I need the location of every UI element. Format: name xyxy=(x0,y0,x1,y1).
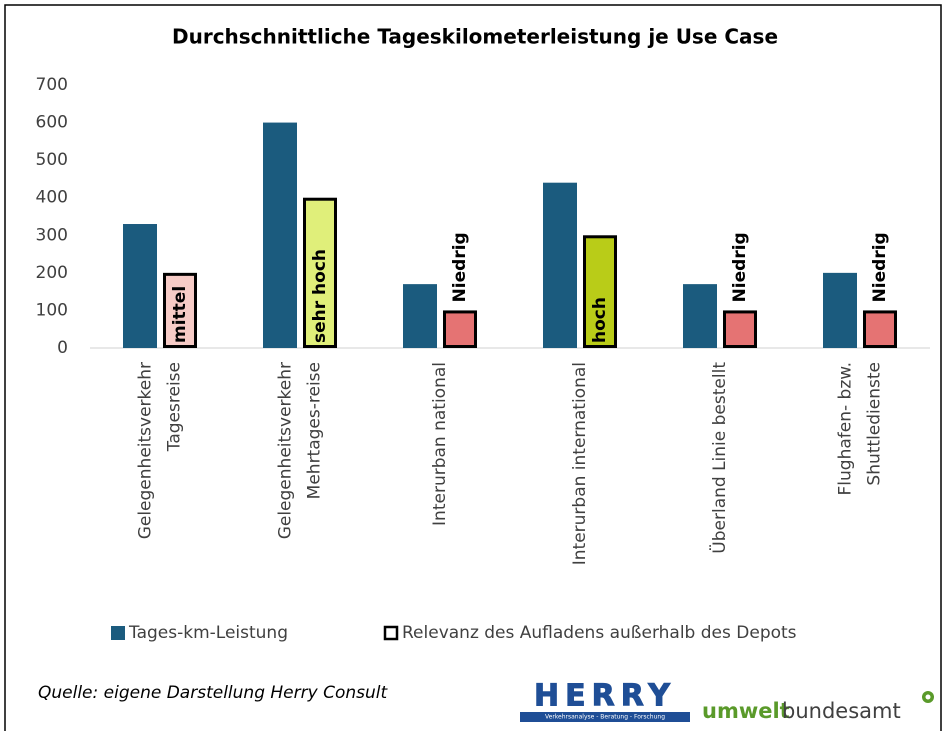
uba-regular: bundesamt xyxy=(782,699,901,723)
relevance-label: Niedrig xyxy=(870,232,890,302)
herry-logo: HERRY Verkehrsanalyse - Beratung - Forsc… xyxy=(520,678,690,722)
uba-bold: umwelt xyxy=(702,699,790,723)
chart-title: Durchschnittliche Tageskilometerleistung… xyxy=(172,25,778,49)
x-tick-label: Interurban national xyxy=(430,362,450,526)
bar xyxy=(263,122,297,348)
y-tick-label: 100 xyxy=(36,300,68,320)
herry-text: HERRY xyxy=(534,679,676,714)
relevance-label: hoch xyxy=(590,297,610,343)
legend-swatch xyxy=(111,626,125,640)
y-tick-label: 700 xyxy=(36,75,68,95)
relevance-label: Niedrig xyxy=(450,232,470,302)
x-tick-label: Tagesreise xyxy=(165,362,185,452)
y-tick-label: 0 xyxy=(57,338,68,358)
bar xyxy=(543,182,577,348)
x-tick-label: Flughafen- bzw. xyxy=(836,362,856,495)
relevance-bar xyxy=(583,235,617,349)
x-tick-label: Gelegenheitsverkehr xyxy=(136,362,156,539)
relevance-bar xyxy=(863,310,897,348)
legend-label: Tages-km-Leistung xyxy=(128,623,288,643)
bar xyxy=(123,224,157,348)
relevance-label: mittel xyxy=(170,286,190,343)
bar xyxy=(403,284,437,348)
y-tick-label: 400 xyxy=(36,188,68,208)
herry-tagline: Verkehrsanalyse - Beratung - Forschung xyxy=(545,714,665,721)
frame xyxy=(4,4,942,731)
legend-swatch xyxy=(383,625,399,641)
uba-logo: umwelt bundesamt xyxy=(702,691,934,723)
uba-icon-inner xyxy=(925,694,931,700)
y-tick-label: 200 xyxy=(36,263,68,283)
legend-label: Relevanz des Aufladens außerhalb des Dep… xyxy=(402,623,797,643)
y-tick-label: 600 xyxy=(36,113,68,133)
relevance-bar xyxy=(443,310,477,348)
source: Quelle: eigene Darstellung Herry Consult xyxy=(38,683,388,703)
relevance-label: sehr hoch xyxy=(310,249,330,343)
relevance-label: Niedrig xyxy=(730,232,750,302)
relevance-bar xyxy=(723,310,757,348)
bar xyxy=(683,284,717,348)
herry-bar xyxy=(520,712,690,722)
y-tick-label: 300 xyxy=(36,225,68,245)
relevance-bar xyxy=(303,197,337,348)
x-tick-label: Interurban international xyxy=(570,362,590,565)
y-tick-label: 500 xyxy=(36,150,68,170)
relevance-bar xyxy=(163,272,197,349)
bar xyxy=(823,272,857,348)
x-tick-label: Shuttledienste xyxy=(865,362,885,486)
x-tick-label: Überland Linie bestellt xyxy=(708,362,730,554)
x-tick-label: Gelegenheitsverkehr xyxy=(276,362,296,539)
x-tick-label: Mehrtages-reise xyxy=(305,362,325,499)
